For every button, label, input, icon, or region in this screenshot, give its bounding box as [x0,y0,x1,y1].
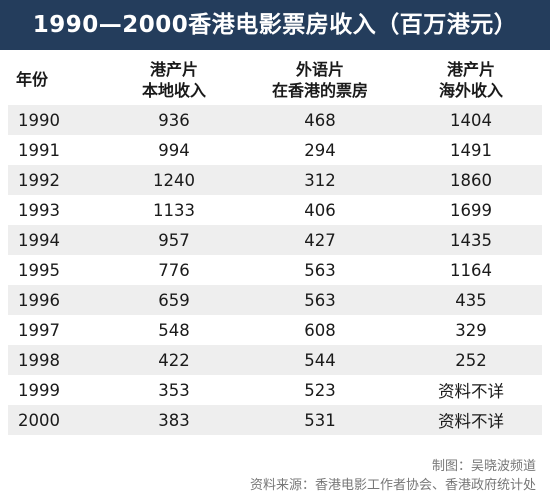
cell-foreign-film-hk-box-office: 406 [240,195,400,225]
cell-hk-film-overseas-revenue: 1699 [400,195,542,225]
cell-hk-film-local-revenue: 936 [108,105,240,135]
chart-title: 1990—2000香港电影票房收入（百万港元） [0,0,550,50]
table-row: 1994 957 427 1435 [8,225,542,255]
cell-foreign-film-hk-box-office: 427 [240,225,400,255]
column-header-line: 港产片 [446,59,495,79]
table-header: 年份 港产片 本地收入 外语片 在香港的票房 港产片 海外收入 [8,54,542,105]
cell-foreign-film-hk-box-office: 468 [240,105,400,135]
table-row: 1997 548 608 329 [8,315,542,345]
column-header-line: 在香港的票房 [271,80,368,100]
cell-year: 1993 [8,195,108,225]
cell-hk-film-overseas-revenue: 资料不详 [400,375,542,405]
cell-hk-film-local-revenue: 1240 [108,165,240,195]
cell-foreign-film-hk-box-office: 608 [240,315,400,345]
cell-hk-film-overseas-revenue: 329 [400,315,542,345]
cell-hk-film-overseas-revenue: 1404 [400,105,542,135]
cell-hk-film-local-revenue: 994 [108,135,240,165]
cell-hk-film-overseas-revenue: 1164 [400,255,542,285]
column-header-hk-film-local-revenue: 港产片 本地收入 [108,54,240,105]
cell-hk-film-local-revenue: 776 [108,255,240,285]
cell-hk-film-local-revenue: 548 [108,315,240,345]
cell-hk-film-local-revenue: 383 [108,405,240,435]
column-header-hk-film-overseas-revenue: 港产片 海外收入 [400,54,542,105]
column-header-line: 年份 [16,70,49,89]
cell-foreign-film-hk-box-office: 563 [240,255,400,285]
cell-hk-film-overseas-revenue: 1491 [400,135,542,165]
cell-hk-film-overseas-revenue: 资料不详 [400,405,542,435]
table-row: 1999 353 523 资料不详 [8,375,542,405]
column-header-foreign-film-hk-box-office: 外语片 在香港的票房 [240,54,400,105]
table-row: 1998 422 544 252 [8,345,542,375]
cell-year: 1999 [8,375,108,405]
table-row: 1993 1133 406 1699 [8,195,542,225]
cell-year: 1990 [8,105,108,135]
cell-year: 1996 [8,285,108,315]
column-header-line: 外语片 [295,59,344,79]
table-row: 1996 659 563 435 [8,285,542,315]
cell-year: 1995 [8,255,108,285]
cell-foreign-film-hk-box-office: 531 [240,405,400,435]
table-row: 1991 994 294 1491 [8,135,542,165]
cell-hk-film-overseas-revenue: 1860 [400,165,542,195]
table-row: 2000 383 531 资料不详 [8,405,542,435]
column-header-year: 年份 [8,54,108,105]
chart-credit: 制图：吴晓波频道 [431,459,536,474]
column-header-line: 港产片 [149,59,198,79]
cell-hk-film-local-revenue: 422 [108,345,240,375]
table-body: 1990 936 468 1404 1991 994 294 1491 1992 1240 312 1… [8,105,542,435]
cell-foreign-film-hk-box-office: 523 [240,375,400,405]
cell-hk-film-local-revenue: 957 [108,225,240,255]
column-header-line: 海外收入 [438,80,503,100]
cell-year: 1991 [8,135,108,165]
table-row: 1992 1240 312 1860 [8,165,542,195]
cell-year: 1998 [8,345,108,375]
table-row: 1990 936 468 1404 [8,105,542,135]
cell-hk-film-local-revenue: 1133 [108,195,240,225]
cell-hk-film-overseas-revenue: 252 [400,345,542,375]
box-office-table: 年份 港产片 本地收入 外语片 在香港的票房 港产片 海外收入 1990 936 468 1404… [8,54,542,435]
cell-year: 2000 [8,405,108,435]
cell-year: 1992 [8,165,108,195]
cell-foreign-film-hk-box-office: 312 [240,165,400,195]
cell-hk-film-overseas-revenue: 1435 [400,225,542,255]
cell-hk-film-local-revenue: 353 [108,375,240,405]
header-row: 年份 港产片 本地收入 外语片 在香港的票房 港产片 海外收入 [8,54,542,105]
cell-foreign-film-hk-box-office: 294 [240,135,400,165]
cell-hk-film-local-revenue: 659 [108,285,240,315]
data-source: 资料来源：香港电影工作者协会、香港政府统计处 [249,478,536,493]
cell-foreign-film-hk-box-office: 544 [240,345,400,375]
table-row: 1995 776 563 1164 [8,255,542,285]
cell-hk-film-overseas-revenue: 435 [400,285,542,315]
cell-year: 1997 [8,315,108,345]
cell-foreign-film-hk-box-office: 563 [240,285,400,315]
column-header-line: 本地收入 [141,80,206,100]
cell-year: 1994 [8,225,108,255]
